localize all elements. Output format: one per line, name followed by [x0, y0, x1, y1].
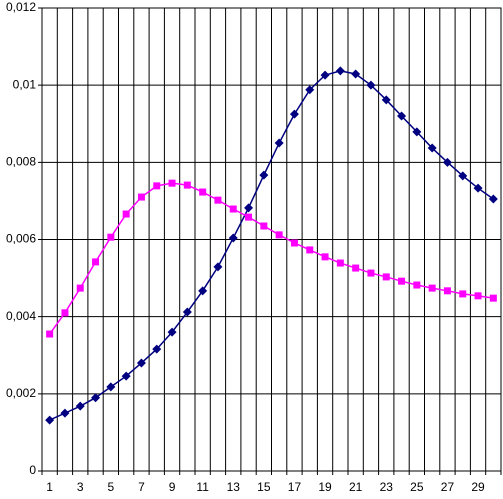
- x-tick-label: 11: [196, 480, 209, 494]
- x-tick-label: 15: [257, 480, 271, 494]
- marker: [229, 205, 237, 213]
- marker: [381, 95, 391, 105]
- marker: [60, 408, 70, 418]
- marker: [274, 138, 284, 148]
- marker: [214, 196, 222, 204]
- marker: [199, 188, 207, 196]
- marker: [260, 222, 268, 230]
- marker: [397, 111, 407, 121]
- x-tick-label: 25: [410, 480, 424, 494]
- x-tick-label: 3: [77, 480, 84, 494]
- marker: [107, 233, 115, 241]
- x-tick-label: 23: [380, 480, 394, 494]
- x-tick-label: 27: [441, 480, 455, 494]
- x-tick-label: 13: [227, 480, 241, 494]
- marker: [61, 309, 69, 317]
- y-tick-label: 0,004: [6, 309, 36, 323]
- marker: [320, 70, 330, 80]
- marker: [245, 213, 253, 221]
- x-tick-label: 19: [318, 480, 332, 494]
- marker: [289, 109, 299, 119]
- marker: [92, 258, 100, 266]
- marker: [366, 80, 376, 90]
- marker: [244, 203, 254, 213]
- marker: [336, 259, 344, 267]
- marker: [427, 143, 437, 153]
- marker: [91, 393, 101, 403]
- marker: [474, 292, 482, 300]
- marker: [76, 284, 84, 292]
- x-tick-label: 5: [108, 480, 115, 494]
- marker: [413, 281, 421, 289]
- x-tick-label: 9: [169, 480, 176, 494]
- x-tick-label: 1: [46, 480, 53, 494]
- x-tick-label: 21: [349, 480, 363, 494]
- marker: [352, 264, 360, 272]
- marker: [473, 183, 483, 193]
- x-tick-label: 29: [471, 480, 485, 494]
- marker: [412, 127, 422, 137]
- marker: [488, 194, 498, 204]
- marker: [213, 262, 223, 272]
- y-tick-label: 0,008: [6, 155, 36, 169]
- y-tick-label: 0,012: [6, 0, 36, 14]
- marker: [198, 286, 208, 296]
- marker: [382, 273, 390, 281]
- marker: [152, 344, 162, 354]
- marker: [121, 371, 131, 381]
- marker: [443, 287, 451, 295]
- x-tick-label: 7: [138, 480, 145, 494]
- marker: [275, 231, 283, 239]
- marker: [106, 382, 116, 392]
- marker: [458, 171, 468, 181]
- marker: [137, 193, 145, 201]
- marker: [228, 233, 238, 243]
- marker: [153, 182, 161, 190]
- marker: [367, 269, 375, 277]
- marker: [321, 253, 329, 261]
- y-tick-label: 0,006: [6, 232, 36, 246]
- x-tick-label: 17: [288, 480, 302, 494]
- marker: [75, 401, 85, 411]
- marker: [259, 170, 269, 180]
- y-tick-label: 0,002: [6, 386, 36, 400]
- marker: [45, 415, 55, 425]
- marker: [182, 307, 192, 317]
- marker: [290, 239, 298, 247]
- marker: [167, 327, 177, 337]
- marker: [122, 210, 130, 218]
- marker: [335, 66, 345, 76]
- y-tick-label: 0: [29, 463, 36, 477]
- marker: [168, 179, 176, 187]
- marker: [459, 290, 467, 298]
- marker: [136, 358, 146, 368]
- marker: [428, 284, 436, 292]
- marker: [489, 294, 497, 302]
- marker: [305, 85, 315, 95]
- y-tick-label: 0,01: [13, 77, 37, 91]
- marker: [398, 277, 406, 285]
- marker: [46, 330, 54, 338]
- marker: [351, 69, 361, 79]
- marker: [183, 181, 191, 189]
- marker: [442, 157, 452, 167]
- marker: [306, 246, 314, 254]
